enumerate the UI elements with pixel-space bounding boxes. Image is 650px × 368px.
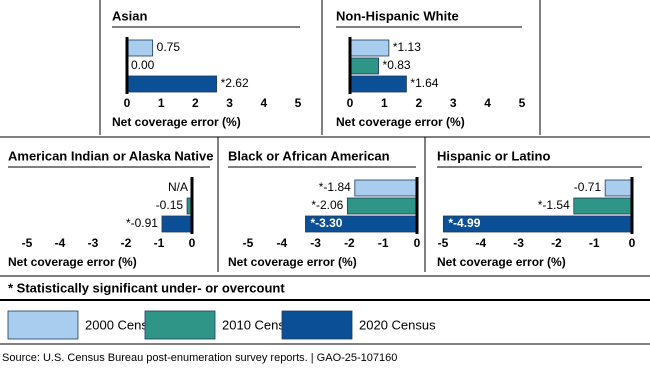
value-label: *1.13 bbox=[393, 40, 421, 54]
value-label: N/A bbox=[168, 180, 188, 194]
x-tick-label: 0 bbox=[414, 236, 421, 250]
value-label: *-2.06 bbox=[311, 198, 343, 212]
value-label: *1.64 bbox=[410, 76, 438, 90]
value-label: *-3.30 bbox=[310, 216, 342, 230]
x-axis-label: Net coverage error (%) bbox=[8, 255, 137, 269]
bar bbox=[346, 197, 418, 215]
x-tick-label: -2 bbox=[551, 236, 562, 250]
value-label: *2.62 bbox=[221, 76, 249, 90]
x-tick-label: 0 bbox=[347, 96, 354, 110]
x-axis-label: Net coverage error (%) bbox=[437, 255, 566, 269]
x-tick-label: 2 bbox=[192, 96, 199, 110]
bar bbox=[604, 179, 633, 197]
legend-label: 2010 Census bbox=[222, 317, 299, 332]
x-tick-label: -3 bbox=[513, 236, 524, 250]
x-tick-label: -1 bbox=[378, 236, 389, 250]
x-axis-label: Net coverage error (%) bbox=[336, 115, 465, 129]
value-label: -0.15 bbox=[156, 198, 184, 212]
value-label: -0.71 bbox=[574, 180, 602, 194]
panel-title: Asian bbox=[112, 8, 147, 23]
bar bbox=[126, 39, 154, 57]
value-label: *-1.84 bbox=[319, 180, 351, 194]
x-tick-label: 5 bbox=[519, 96, 526, 110]
legend-label: 2020 Census bbox=[359, 317, 436, 332]
x-tick-label: 1 bbox=[381, 96, 388, 110]
x-tick-label: -5 bbox=[438, 236, 449, 250]
x-tick-label: 3 bbox=[450, 96, 457, 110]
legend-swatch bbox=[144, 310, 216, 340]
x-tick-label: 5 bbox=[295, 96, 302, 110]
x-tick-label: -4 bbox=[276, 236, 287, 250]
footnote: * Statistically significant under- or ov… bbox=[8, 280, 285, 295]
bar bbox=[349, 57, 379, 75]
bar bbox=[349, 39, 390, 57]
panel-title: Black or African American bbox=[228, 148, 390, 163]
value-label: *-0.91 bbox=[126, 216, 158, 230]
x-tick-label: -4 bbox=[55, 236, 66, 250]
panel-title: Non-Hispanic White bbox=[336, 8, 459, 23]
value-label: *-4.99 bbox=[448, 216, 480, 230]
x-tick-label: -4 bbox=[475, 236, 486, 250]
x-tick-label: 2 bbox=[415, 96, 422, 110]
legend-swatch bbox=[7, 310, 79, 340]
x-tick-label: 3 bbox=[226, 96, 233, 110]
x-tick-label: 4 bbox=[484, 96, 491, 110]
x-tick-label: 0 bbox=[629, 236, 636, 250]
x-tick-label: -5 bbox=[22, 236, 33, 250]
x-tick-label: -3 bbox=[310, 236, 321, 250]
x-axis-label: Net coverage error (%) bbox=[228, 255, 357, 269]
value-label: *0.83 bbox=[383, 58, 411, 72]
x-tick-label: -1 bbox=[154, 236, 165, 250]
panel-title: Hispanic or Latino bbox=[437, 148, 550, 163]
source: Source: U.S. Census Bureau post-enumerat… bbox=[2, 352, 397, 364]
legend-swatch bbox=[281, 310, 353, 340]
value-label: 0.00 bbox=[131, 58, 155, 72]
x-tick-label: 0 bbox=[189, 236, 196, 250]
x-tick-label: 4 bbox=[260, 96, 267, 110]
bar bbox=[161, 215, 193, 233]
x-tick-label: -2 bbox=[344, 236, 355, 250]
bar bbox=[126, 75, 218, 93]
bar bbox=[354, 179, 418, 197]
bar bbox=[349, 75, 407, 93]
x-tick-label: -2 bbox=[121, 236, 132, 250]
x-tick-label: 0 bbox=[124, 96, 131, 110]
x-tick-label: 1 bbox=[158, 96, 165, 110]
value-label: *-1.54 bbox=[538, 198, 570, 212]
bar bbox=[573, 197, 633, 215]
x-tick-label: -1 bbox=[589, 236, 600, 250]
x-tick-label: -3 bbox=[88, 236, 99, 250]
value-label: 0.75 bbox=[157, 40, 181, 54]
x-tick-label: -5 bbox=[243, 236, 254, 250]
x-axis-label: Net coverage error (%) bbox=[112, 115, 241, 129]
panel-title: American Indian or Alaska Native bbox=[8, 148, 213, 163]
legend-label: 2000 Census bbox=[85, 317, 162, 332]
